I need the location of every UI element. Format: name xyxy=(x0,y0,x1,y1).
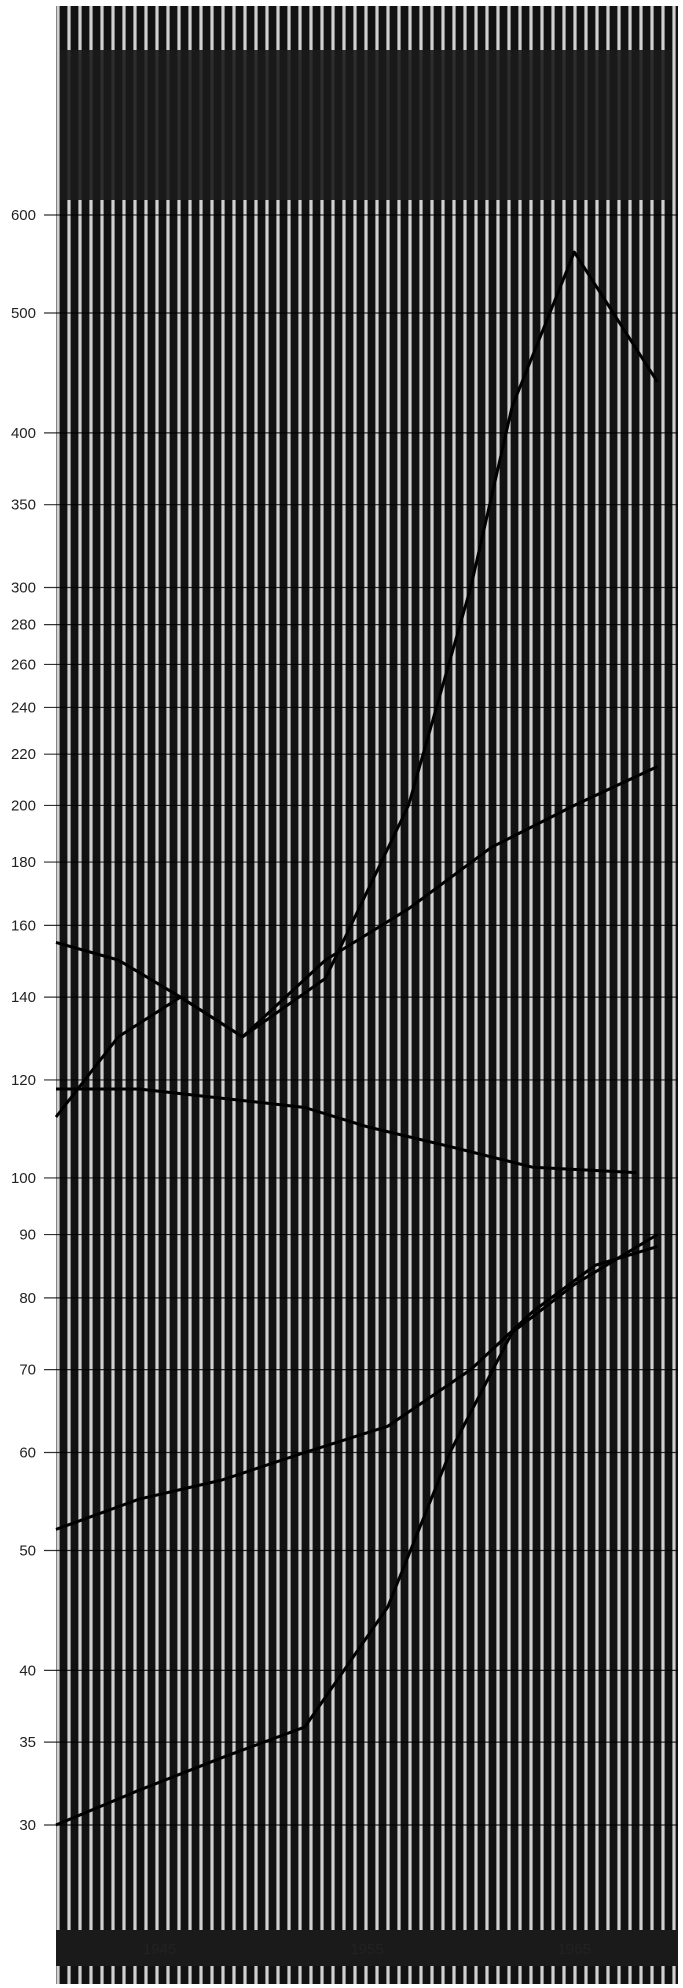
series-line-2 xyxy=(54,765,658,1118)
y-tick-label: 220 xyxy=(11,746,36,763)
series-line-5 xyxy=(55,1233,659,1827)
y-tick-label: 400 xyxy=(11,425,36,442)
y-tick-label: 70 xyxy=(19,1362,36,1379)
y-tick-label: 260 xyxy=(11,656,36,673)
series-line-1 xyxy=(55,250,659,1039)
y-tick-label: 60 xyxy=(19,1444,36,1461)
y-tick-label: 120 xyxy=(11,1072,36,1089)
y-tick-label: 90 xyxy=(19,1227,36,1244)
y-tick-label: 35 xyxy=(19,1734,36,1751)
y-tick-label: 300 xyxy=(11,580,36,597)
legend-box xyxy=(60,50,672,200)
series-line-3 xyxy=(56,1087,637,1175)
y-tick-label: 280 xyxy=(11,617,36,634)
x-axis-labels: 1945 1955 1965 xyxy=(143,1941,591,1958)
data-series xyxy=(54,250,659,1827)
x-axis-band xyxy=(56,1930,678,1966)
y-tick-label: 40 xyxy=(19,1662,36,1679)
x-tick-label: 1955 xyxy=(350,1941,383,1958)
y-tick-label: 180 xyxy=(11,854,36,871)
y-axis-ticks: 30 35 40 50 60 70 80 90 100 120 140 160 180 200 220 240… xyxy=(11,207,36,1834)
y-tick-label: 600 xyxy=(11,207,36,224)
x-tick-label: 1965 xyxy=(558,1941,591,1958)
y-tick-label: 140 xyxy=(11,989,36,1006)
y-tick-label: 50 xyxy=(19,1542,36,1559)
y-tick-label: 200 xyxy=(11,797,36,814)
y-tick-label: 100 xyxy=(11,1170,36,1187)
y-tick-label: 30 xyxy=(19,1817,36,1834)
series-line-4 xyxy=(55,1245,658,1531)
y-tick-label: 350 xyxy=(11,497,36,514)
y-tick-label: 500 xyxy=(11,305,36,322)
y-tick-label: 160 xyxy=(11,917,36,934)
y-tick-label: 80 xyxy=(19,1290,36,1307)
x-tick-label: 1945 xyxy=(143,1941,176,1958)
y-tick-label: 240 xyxy=(11,699,36,716)
vertical-grid xyxy=(56,6,676,1984)
